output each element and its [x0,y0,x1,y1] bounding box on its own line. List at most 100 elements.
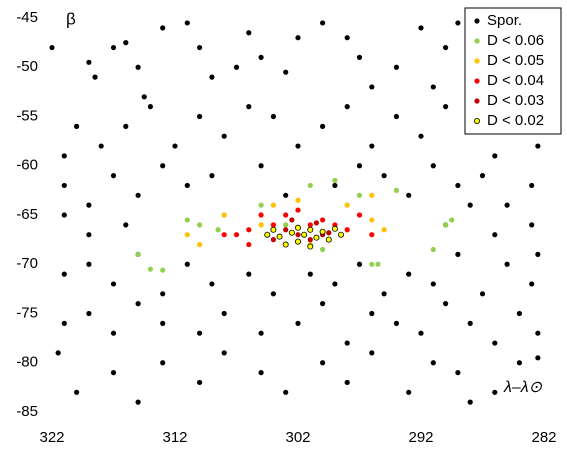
point [123,40,129,46]
point [295,35,301,41]
point [160,291,166,297]
point [233,232,240,238]
point [418,330,424,336]
point [529,281,535,287]
point [479,291,486,297]
point [393,187,399,193]
point [319,228,326,235]
point [160,163,166,169]
point [430,84,436,90]
point [270,237,276,243]
point [98,143,104,149]
point [246,104,252,110]
point [307,226,314,233]
point [197,241,203,248]
point [320,123,326,129]
point [313,220,320,226]
point [258,330,264,336]
point [141,94,147,100]
legend-label: D < 0.02 [487,112,544,129]
legend-label: D < 0.03 [487,92,544,109]
point [55,350,61,356]
point [221,310,227,317]
point [418,25,424,31]
point [393,113,399,120]
legend-marker [474,98,480,104]
point [123,222,129,228]
point [369,84,375,90]
point [86,202,92,208]
point [455,182,461,189]
y-tick-label: -75 [16,304,38,321]
point [369,310,375,317]
point [418,133,424,139]
legend-marker [474,58,480,64]
point [344,104,350,110]
point [443,222,449,228]
point [535,355,541,361]
point [135,64,141,70]
point [535,251,541,257]
y-tick-label: -55 [16,107,38,124]
point [332,182,338,189]
point [246,241,252,248]
point [326,230,332,236]
point [282,241,289,248]
point [295,143,301,149]
point [320,301,326,307]
point [381,227,387,233]
point [123,123,129,129]
point [184,261,190,267]
point [344,227,350,233]
point [270,202,276,208]
point [430,281,436,287]
point [283,192,289,198]
x-tick-label: 312 [162,429,187,446]
point [233,64,240,70]
point [92,74,98,80]
point [110,370,117,376]
point [504,261,510,267]
point [270,222,276,228]
point [332,281,338,287]
point [61,182,67,189]
point [332,177,338,184]
point [135,399,141,405]
y-tick-label: -45 [16,9,38,26]
legend-label: D < 0.04 [487,72,544,89]
point [344,340,350,346]
point [258,202,264,208]
point [492,232,498,238]
point [276,233,283,240]
point [504,202,510,208]
point [258,163,264,169]
point [86,59,92,65]
point [307,271,313,277]
point [147,266,153,272]
point [264,231,271,238]
point [258,212,264,218]
point [535,330,541,336]
point [197,379,203,386]
point [160,360,166,366]
point [369,217,375,223]
point [295,232,301,238]
point [443,301,449,307]
point [209,173,215,179]
point [369,143,375,149]
point [307,243,314,250]
point [492,389,498,395]
point [246,271,252,277]
point [331,225,338,232]
point [283,222,289,228]
point [295,320,301,326]
point [74,389,80,395]
y-tick-label: -80 [16,354,38,371]
point [455,20,461,26]
point [320,246,326,253]
legend-box [464,7,562,135]
point [135,301,141,307]
point [313,234,320,241]
point [197,44,203,51]
